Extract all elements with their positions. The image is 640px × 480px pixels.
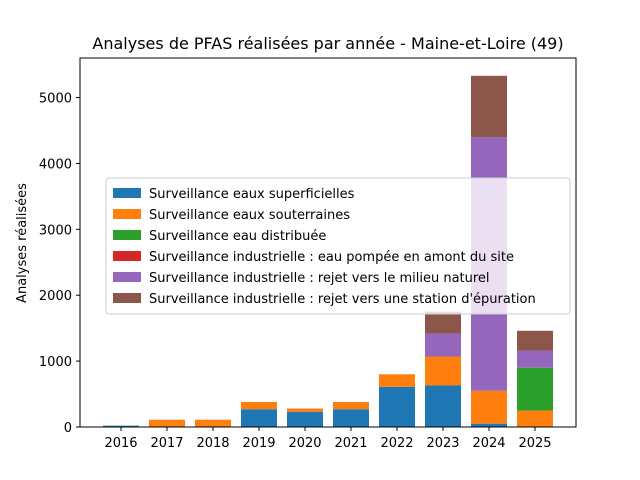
bar-2023-series-5 bbox=[425, 311, 461, 334]
bar-2019-series-1 bbox=[241, 401, 277, 410]
bar-2023-series-4 bbox=[425, 333, 461, 357]
bar-2020-series-0 bbox=[287, 411, 323, 427]
x-tick-label: 2018 bbox=[196, 436, 229, 451]
bar-2024-series-1 bbox=[471, 390, 507, 424]
y-tick-label: 2000 bbox=[39, 289, 72, 304]
y-axis-label: Analyses réalisées bbox=[15, 183, 30, 303]
y-tick-label: 0 bbox=[64, 421, 72, 436]
y-tick-label: 1000 bbox=[39, 355, 72, 370]
bar-2022-series-1 bbox=[379, 374, 415, 387]
x-tick-label: 2023 bbox=[426, 436, 459, 451]
x-tick-label: 2016 bbox=[104, 436, 137, 451]
legend-swatch bbox=[113, 293, 141, 303]
legend-label: Surveillance industrielle : rejet vers l… bbox=[149, 271, 490, 286]
bar-2019-series-0 bbox=[241, 409, 277, 427]
bar-2021-series-1 bbox=[333, 401, 369, 410]
bar-2024-series-0 bbox=[471, 423, 507, 427]
bar-2025-series-5 bbox=[517, 330, 553, 351]
legend-label: Surveillance eaux souterraines bbox=[149, 208, 350, 223]
bar-2025-series-2 bbox=[517, 367, 553, 411]
bar-2023-series-1 bbox=[425, 356, 461, 386]
legend-swatch bbox=[113, 188, 141, 198]
x-ticks: 2016 2017 2018 2019 2020 2021 2022 2023 2024 2025 bbox=[104, 427, 552, 451]
x-tick-label: 2017 bbox=[150, 436, 183, 451]
bar-2018-series-1 bbox=[195, 419, 231, 427]
chart-title: Analyses de PFAS réalisées par année - M… bbox=[92, 34, 563, 53]
bar-2021-series-0 bbox=[333, 409, 369, 427]
y-tick-label: 4000 bbox=[39, 157, 72, 172]
bar-2020-series-1 bbox=[287, 408, 323, 412]
legend-label: Surveillance industrielle : rejet vers u… bbox=[149, 292, 536, 307]
y-ticks: 0 1000 2000 3000 4000 5000 bbox=[39, 92, 80, 436]
legend-swatch bbox=[113, 251, 141, 261]
y-tick-label: 3000 bbox=[39, 223, 72, 238]
bar-2025-series-4 bbox=[517, 350, 553, 368]
x-tick-label: 2021 bbox=[334, 436, 367, 451]
bar-2025-series-1 bbox=[517, 410, 553, 427]
legend-label: Surveillance eaux superficielles bbox=[149, 187, 355, 202]
legend: Surveillance eaux superficielles Surveill… bbox=[105, 177, 571, 315]
bar-2023-series-0 bbox=[425, 385, 461, 427]
bar-2016-series-0 bbox=[103, 425, 139, 427]
y-tick-label: 5000 bbox=[39, 92, 72, 107]
legend-swatch bbox=[113, 209, 141, 219]
legend-frame bbox=[105, 177, 571, 315]
x-tick-label: 2024 bbox=[472, 436, 505, 451]
x-tick-label: 2020 bbox=[288, 436, 321, 451]
bar-2017-series-1 bbox=[149, 419, 185, 427]
legend-swatch bbox=[113, 230, 141, 240]
x-tick-label: 2022 bbox=[380, 436, 413, 451]
x-tick-label: 2019 bbox=[242, 436, 275, 451]
legend-swatch bbox=[113, 272, 141, 282]
bar-2024-series-5 bbox=[471, 75, 507, 138]
plot-frame bbox=[79, 57, 577, 428]
x-tick-label: 2025 bbox=[518, 436, 551, 451]
bar-2022-series-0 bbox=[379, 386, 415, 427]
legend-label: Surveillance eau distribuée bbox=[149, 229, 326, 244]
legend-label: Surveillance industrielle : eau pompée e… bbox=[149, 250, 514, 265]
